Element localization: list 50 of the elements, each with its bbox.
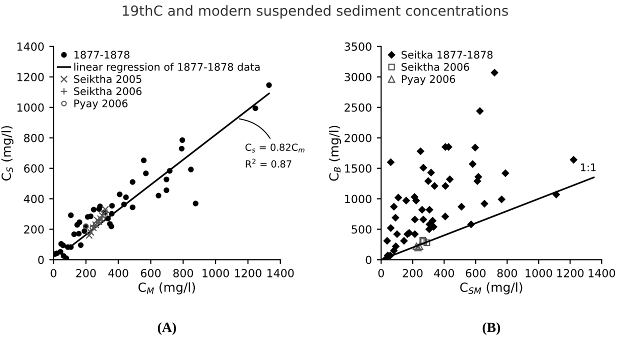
- y-tick-label: 2500: [344, 103, 372, 112]
- x-tick-label: 400: [108, 268, 128, 278]
- y-axis-title: C$_{B}$ (mg/l): [328, 126, 342, 181]
- legend-label: Pyay 2006: [74, 99, 128, 110]
- legend-label: Seiktha 2006: [74, 87, 142, 96]
- x-tick-label: 1000: [526, 268, 552, 278]
- x-tick-label: 800: [497, 268, 518, 278]
- annotation: C$_{s}$ = 0.82C$_{m}$: [245, 144, 304, 152]
- y-tick-label: 1400: [17, 42, 44, 51]
- y-tick-label: 500: [352, 225, 372, 234]
- y-tick-label: 1000: [17, 103, 44, 112]
- text: 19thC and modern suspended sediment concentrations: [122, 5, 508, 19]
- y-tick-label: 600: [24, 164, 44, 173]
- x-tick-label: 200: [76, 268, 96, 278]
- legend-label: Seiktha 2005: [74, 74, 142, 83]
- y-tick-label: 1000: [345, 194, 372, 204]
- x-tick-label: 1000: [202, 268, 229, 278]
- y-axis-title: C$_{S}$ (mg/l): [1, 126, 14, 181]
- y-tick-label: 1200: [17, 72, 44, 82]
- y-tick-label: 400: [24, 194, 44, 204]
- text: (A): [158, 322, 176, 335]
- x-tick-label: 400: [434, 268, 454, 278]
- y-tick-label: 3500: [344, 42, 372, 51]
- x-tick-label: 1200: [557, 268, 584, 278]
- annotation: R$^{2}$ = 0.87: [246, 158, 292, 168]
- legend-label: Pyay 2006: [402, 75, 456, 86]
- x-tick-label: 600: [466, 268, 486, 278]
- y-tick-label: 0: [38, 256, 44, 264]
- x-tick-label: 1400: [267, 268, 294, 278]
- x-tick-label: 1200: [235, 268, 262, 278]
- x-tick-label: 0: [378, 268, 384, 278]
- annotation: 1:1: [580, 164, 596, 172]
- x-tick-label: 600: [140, 268, 161, 278]
- legend-label: linear regression of 1877-1878 data: [74, 62, 260, 73]
- y-tick-label: 200: [24, 225, 44, 234]
- y-tick-label: 800: [24, 134, 44, 142]
- y-tick-label: 1500: [345, 164, 372, 173]
- legend-label: Seiktha 2006: [402, 62, 470, 71]
- x-tick-label: 800: [173, 268, 194, 278]
- x-axis-title: C$_{SM}$ (mg/l): [460, 282, 522, 294]
- legend-label: Seitka 1877-1878: [402, 50, 493, 59]
- legend-label: 1877-1878: [74, 50, 130, 59]
- x-tick-label: 200: [402, 268, 423, 278]
- text: (B): [482, 322, 500, 335]
- y-tick-label: 3000: [344, 72, 372, 82]
- x-tick-label: 1400: [588, 268, 616, 278]
- y-tick-label: 0: [366, 256, 372, 264]
- y-tick-label: 2000: [344, 134, 372, 142]
- x-tick-label: 0: [50, 268, 56, 278]
- x-axis-title: C$_{M}$ (mg/l): [138, 282, 195, 294]
